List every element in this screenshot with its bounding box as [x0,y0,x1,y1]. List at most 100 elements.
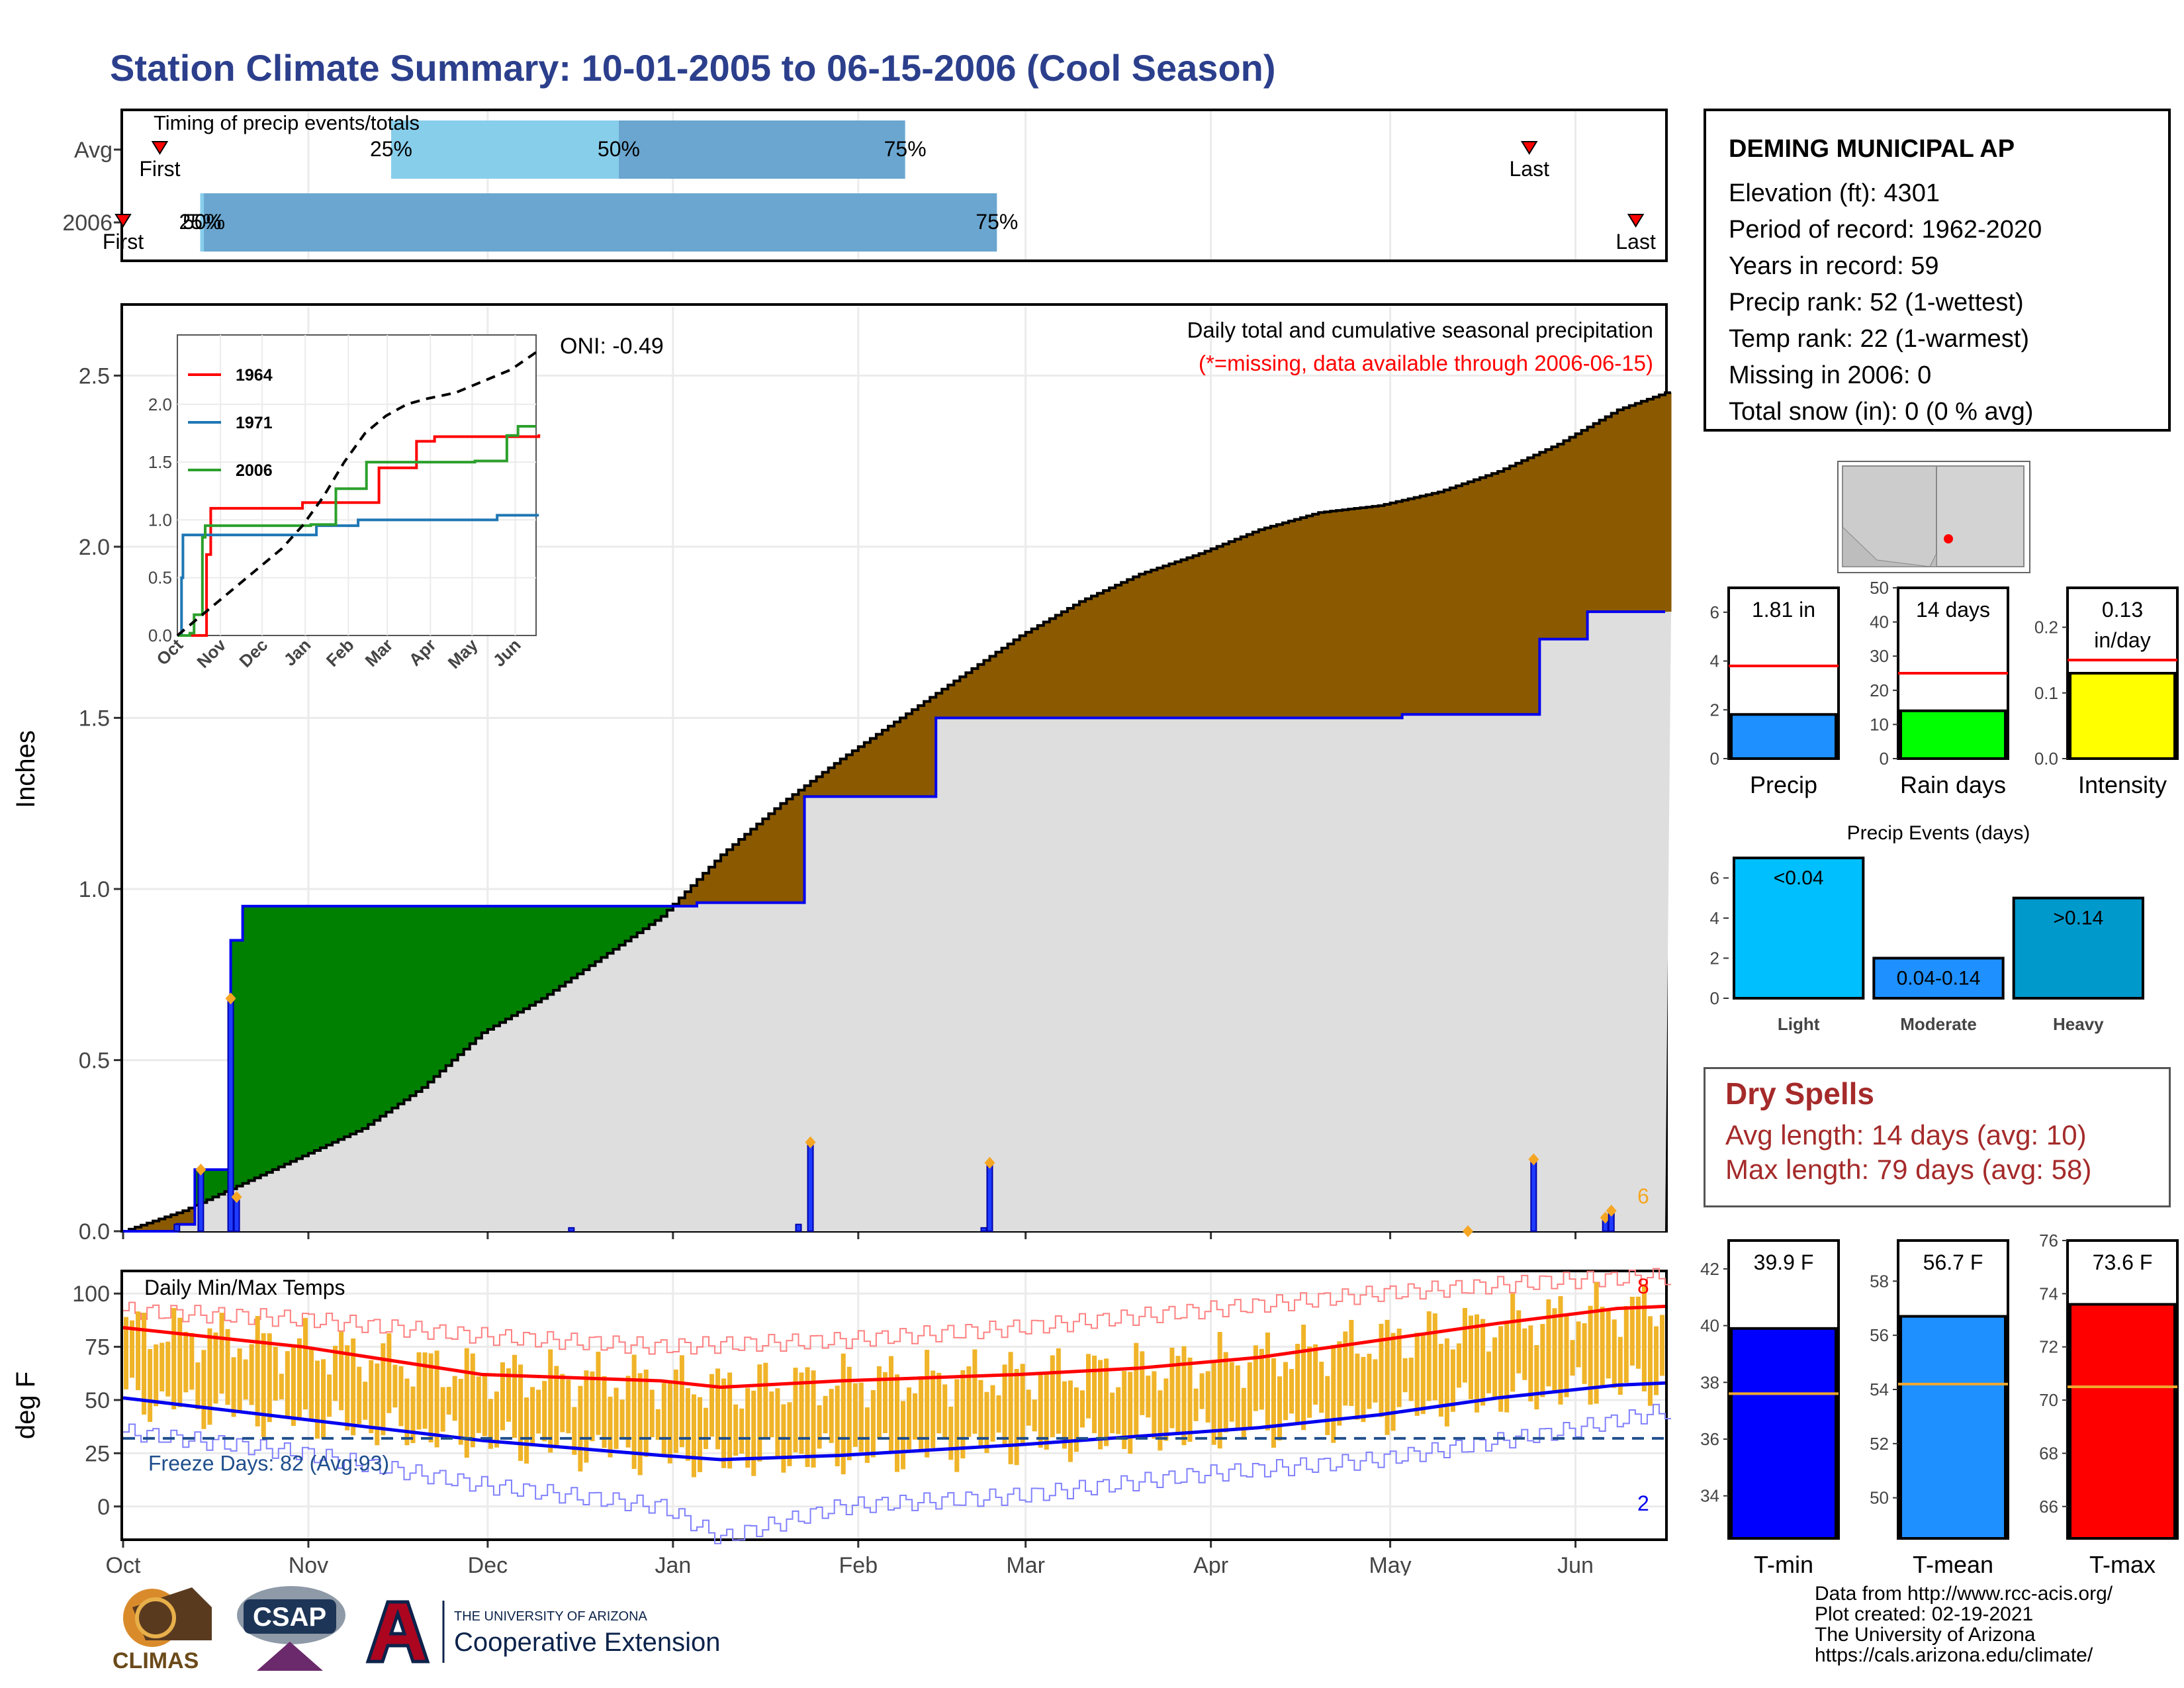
temp-daily-range-bar [835,1385,840,1467]
temp-daily-range-bar [1098,1360,1103,1450]
precip-ytick-label: 2.5 [79,363,110,389]
timing-marker-label: First [139,157,180,181]
events-category-label: Moderate [1900,1014,1977,1034]
temp-daily-range-bar [416,1352,422,1430]
events-ytick-label: 2 [1710,948,1719,968]
temp-daily-range-bar [757,1364,762,1462]
temp-daily-range-bar [1623,1305,1629,1383]
temp-daily-range-bar [1653,1326,1659,1395]
temp-value-label: 39.9 F [1754,1250,1814,1274]
precip-ytick-label: 40 [1870,612,1889,632]
precip-deficit-area [129,393,1672,1231]
temp-daily-range-bar [1026,1389,1031,1426]
precip-ytick-label: 10 [1870,714,1889,734]
csap-badge-shape [244,1599,336,1634]
temp-daily-range-bar [1085,1354,1091,1419]
precip-base-area [123,612,1672,1231]
timing-row-label: Avg [74,138,113,163]
precip-value-bar [1730,713,1837,760]
temp-ytick-label: 0 [97,1495,110,1520]
temp-daily-range-bar [572,1407,577,1455]
temp-daily-range-bar [434,1350,439,1448]
temp-daily-range-bar [1504,1322,1510,1413]
temp-daily-range-bar [285,1351,290,1417]
temp-daily-range-bar [464,1348,469,1458]
temp-daily-range-bar [458,1378,463,1445]
temp-daily-range-bar [530,1387,535,1446]
precip-ytick-label: 50 [1870,578,1889,598]
temp-daily-range-bar [996,1395,1001,1433]
temp-daily-range-bar [793,1368,798,1452]
temp-ytick-label: 75 [85,1335,110,1360]
inset-ytick-label: 0.0 [148,626,172,645]
precip-daily-bar [795,1223,802,1233]
temp-daily-range-bar [1612,1319,1617,1388]
temp-daily-range-bar [255,1316,260,1427]
temp-summary-bars: 34 36 38 40 42 39.9 F T-min 50 52 54 56 58 56.7 F T-m… [1700,1231,2179,1578]
temp-value-label: 56.7 F [1923,1250,1983,1274]
temp-daily-range-bar [154,1344,159,1407]
temp-daily-range-bar [1199,1373,1205,1409]
temp-daily-range-bar [518,1364,523,1461]
temp-ytick-label: 42 [1700,1259,1719,1279]
temp-value-bar [1899,1315,2007,1540]
temp-daily-range-bar [446,1387,451,1415]
temp-daily-range-bar [1259,1348,1264,1410]
precip-daily-marker-icon [984,1156,995,1169]
inset-series-line [177,514,539,637]
temp-daily-range-bar [542,1381,547,1442]
temp-daily-range-bar [536,1389,541,1434]
temp-daily-range-bar [1349,1319,1354,1407]
temp-daily-range-bar [614,1387,619,1449]
timing-marker-label: Last [1509,157,1549,181]
precip-obs-cumulative-line [123,610,1665,1233]
temp-daily-range-bar [631,1354,637,1470]
temp-daily-range-bar [1163,1378,1169,1441]
credit-line: Plot created: 02-19-2021 [1815,1603,2034,1625]
temp-daily-range-bar [1337,1341,1342,1426]
timing-percentile-label: 50% [598,137,640,161]
temp-ytick-label: 100 [72,1282,110,1307]
inset-legend-label: 2006 [236,461,273,480]
temp-daily-range-bar [787,1402,792,1466]
temp-daily-range-bar [584,1370,589,1463]
temp-daily-range-bar [488,1399,493,1449]
temp-daily-range-bar [1355,1353,1360,1420]
dry-spells-avg: Avg length: 14 days (avg: 10) [1725,1119,2087,1150]
temp-daily-range-bar [1068,1380,1073,1462]
temp-daily-range-bar [1217,1332,1222,1449]
temp-daily-range-bar [1516,1310,1522,1374]
oni-label: ONI: -0.49 [560,334,664,359]
temp-daily-range-bar [1032,1399,1037,1432]
temp-daily-range-bar [1175,1356,1181,1433]
temp-daily-range-bar [882,1372,887,1433]
temp-daily-range-bar [189,1333,195,1390]
temp-daily-range-bar [1576,1321,1581,1368]
inset-xtick-label: May [444,635,482,673]
map-region-south [1842,526,1937,567]
csap-logo-text: CSAP [253,1603,326,1632]
precip-ytick-label: 0.2 [2034,618,2058,637]
temp-daily-range-bar [1092,1355,1097,1434]
temp-daily-range-bar [858,1382,864,1452]
temp-daily-range-bar [1223,1352,1228,1432]
temp-daily-range-bar [1044,1374,1049,1450]
credit-line: Data from http://www.rcc-acis.org/ [1815,1583,2113,1605]
temp-daily-range-bar [422,1352,428,1429]
precip-daily-bar [568,1227,575,1232]
station-info-box: DEMING MUNICIPAL AP Elevation (ft): 4301… [1704,109,2171,432]
precip-daily-marker-icon [1462,1225,1473,1237]
temp-daily-range-bar [1181,1346,1187,1446]
temp-daily-range-bar [649,1389,655,1438]
temp-daily-range-bar [554,1366,559,1447]
temp-daily-range-bar [1301,1325,1306,1430]
temp-daily-range-bar [398,1366,404,1427]
temp-daily-range-bar [637,1373,643,1476]
temp-daily-range-bar [619,1399,625,1439]
inset-series-line [177,434,541,637]
temp-daily-range-bar [1450,1349,1455,1412]
temp-daily-range-bar [667,1381,672,1464]
temp-daily-range-bar [925,1350,930,1458]
